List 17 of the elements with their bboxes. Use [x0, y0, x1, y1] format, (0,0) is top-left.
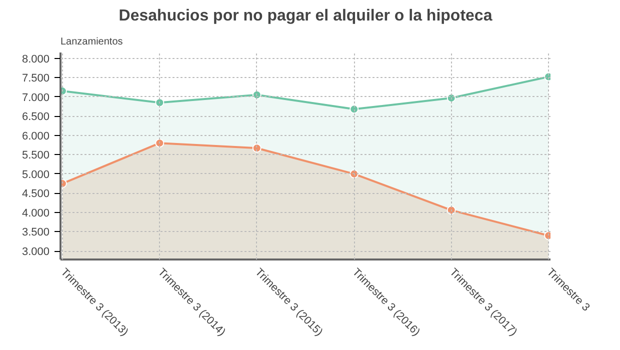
chart-title: Desahucios por no pagar el alquiler o la hipoteca [118, 8, 492, 24]
y-tick-label: 7.500 [22, 72, 50, 85]
y-tick-label: 6.500 [22, 111, 50, 124]
y-tick-label: 6.000 [22, 130, 50, 142]
point [350, 104, 359, 114]
y-axis-title: Lanzamientos [60, 36, 123, 48]
y-tick-label: 4.500 [22, 188, 50, 200]
y-tick-label: 3.000 [22, 246, 50, 258]
point [155, 138, 164, 148]
y-tick-label: 8.000 [22, 53, 50, 66]
point [252, 144, 262, 153]
point [155, 98, 164, 108]
y-tick-label: 5.500 [22, 150, 50, 162]
y-tick-label: 4.000 [22, 207, 50, 220]
y-tick-label: 3.500 [22, 226, 50, 239]
y-tick-label: 5.000 [22, 168, 50, 181]
y-tick-label: 7.000 [22, 92, 50, 104]
